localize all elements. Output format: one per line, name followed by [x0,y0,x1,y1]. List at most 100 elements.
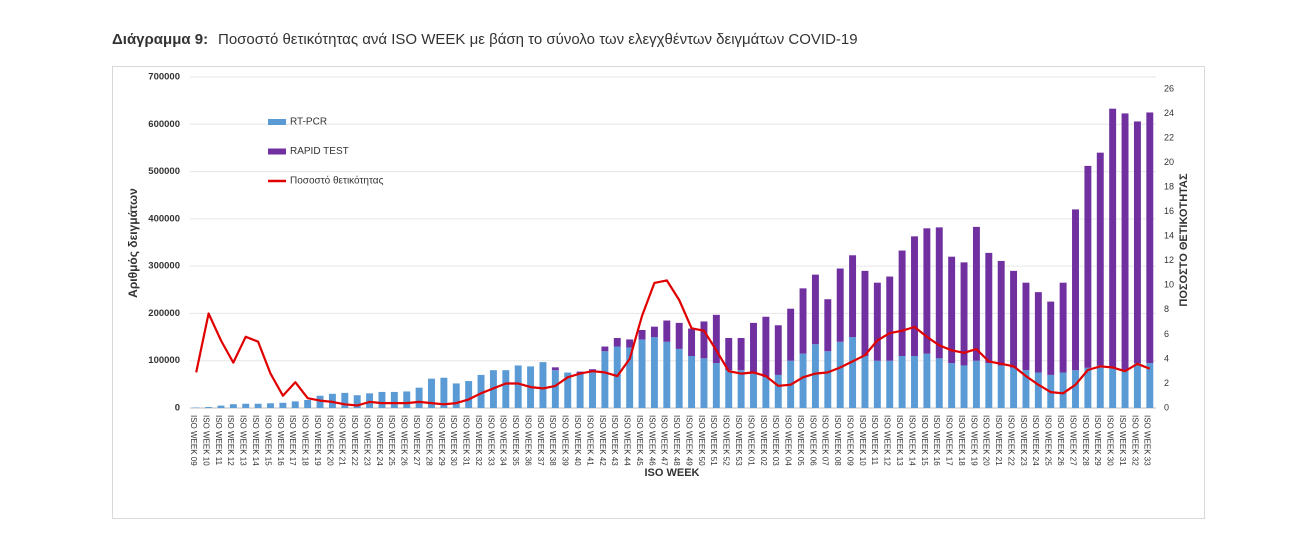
x-tick-label: ISO WEEK 41 [585,415,594,466]
legend-swatch [268,149,286,155]
x-tick-label: ISO WEEK 26 [1056,415,1065,466]
bar [1072,209,1079,370]
bar [713,363,720,408]
bar [1134,121,1141,363]
x-tick-label: ISO WEEK 38 [548,415,557,466]
x-tick-label: ISO WEEK 28 [424,415,433,466]
bar [1084,166,1091,368]
bar [948,257,955,363]
bar [1109,368,1116,408]
legend-label: RT-PCR [290,117,327,128]
bar [366,393,373,408]
bar [639,330,646,339]
bar [899,356,906,408]
x-tick-label: ISO WEEK 22 [350,415,359,466]
bar [614,347,621,408]
x-tick-label: ISO WEEK 51 [709,415,718,466]
bar [961,365,968,408]
bar [651,337,658,408]
x-tick-label: ISO WEEK 04 [784,415,793,466]
x-tick-label: ISO WEEK 21 [338,415,347,466]
bar [577,374,584,408]
x-tick-label: ISO WEEK 14 [907,415,916,466]
bar [911,236,918,356]
bar [651,327,658,337]
bar [998,365,1005,408]
bar [812,344,819,408]
bar [1122,370,1129,408]
y2-tick-label: 12 [1164,255,1174,265]
bar [688,329,695,356]
x-tick-label: ISO WEEK 40 [573,415,582,466]
bar [639,339,646,408]
x-tick-label: ISO WEEK 47 [660,415,669,466]
x-tick-label: ISO WEEK 26 [400,415,409,466]
bar [1097,365,1104,408]
x-tick-label: ISO WEEK 19 [313,415,322,466]
bar [1022,283,1029,370]
bar [750,323,757,373]
bar [824,299,831,351]
x-tick-label: ISO WEEK 36 [523,415,532,466]
bar [217,406,224,408]
x-tick-label: ISO WEEK 01 [746,415,755,466]
y-tick-label: 700000 [148,72,180,83]
y2-tick-label: 8 [1164,304,1169,314]
bar [1072,370,1079,408]
bar [255,404,262,408]
bar [886,361,893,408]
bar [800,354,807,408]
line [196,280,1150,405]
x-tick-label: ISO WEEK 32 [474,415,483,466]
bar [700,321,707,358]
bar [688,356,695,408]
bar [502,370,509,408]
bar [552,367,559,370]
bar [1146,112,1153,363]
bar [948,363,955,408]
x-tick-label: ISO WEEK 22 [1006,415,1015,466]
bar [837,269,844,342]
bar [403,391,410,408]
x-tick-label: ISO WEEK 08 [833,415,842,466]
x-tick-label: ISO WEEK 31 [462,415,471,466]
bar [787,309,794,361]
x-tick-label: ISO WEEK 30 [1106,415,1115,466]
x-tick-label: ISO WEEK 18 [301,415,310,466]
bar [663,321,670,342]
x-tick-label: ISO WEEK 46 [647,415,656,466]
x-tick-label: ISO WEEK 32 [1130,415,1139,466]
chart-title: Διάγραμμα 9: [112,31,208,48]
y-tick-label: 600000 [148,119,180,130]
x-tick-label: ISO WEEK 23 [362,415,371,466]
bar [1010,368,1017,408]
y-tick-label: 500000 [148,166,180,177]
y2-tick-label: 26 [1164,83,1174,93]
bar [1097,153,1104,366]
bar [552,370,559,408]
y2-tick-label: 2 [1164,378,1169,388]
bar [762,317,769,378]
x-tick-label: ISO WEEK 34 [499,415,508,466]
bar [614,338,621,347]
y-tick-label: 0 [175,403,180,414]
x-tick-label: ISO WEEK 17 [288,415,297,466]
bar [775,325,782,375]
bar [626,339,633,347]
legend-swatch [268,119,286,125]
bar [861,271,868,356]
y2-tick-label: 18 [1164,182,1174,192]
y2-tick-label: 14 [1164,231,1174,241]
bar [725,370,732,408]
bar [874,361,881,408]
bar [391,392,398,408]
y-tick-label: 400000 [148,213,180,224]
x-axis-title: ISO WEEK [644,467,699,479]
bar [775,375,782,408]
bar [998,261,1005,366]
x-tick-label: ISO WEEK 43 [610,415,619,466]
bar [700,358,707,408]
bar [973,361,980,408]
bar [205,407,212,408]
x-tick-label: ISO WEEK 21 [994,415,1003,466]
